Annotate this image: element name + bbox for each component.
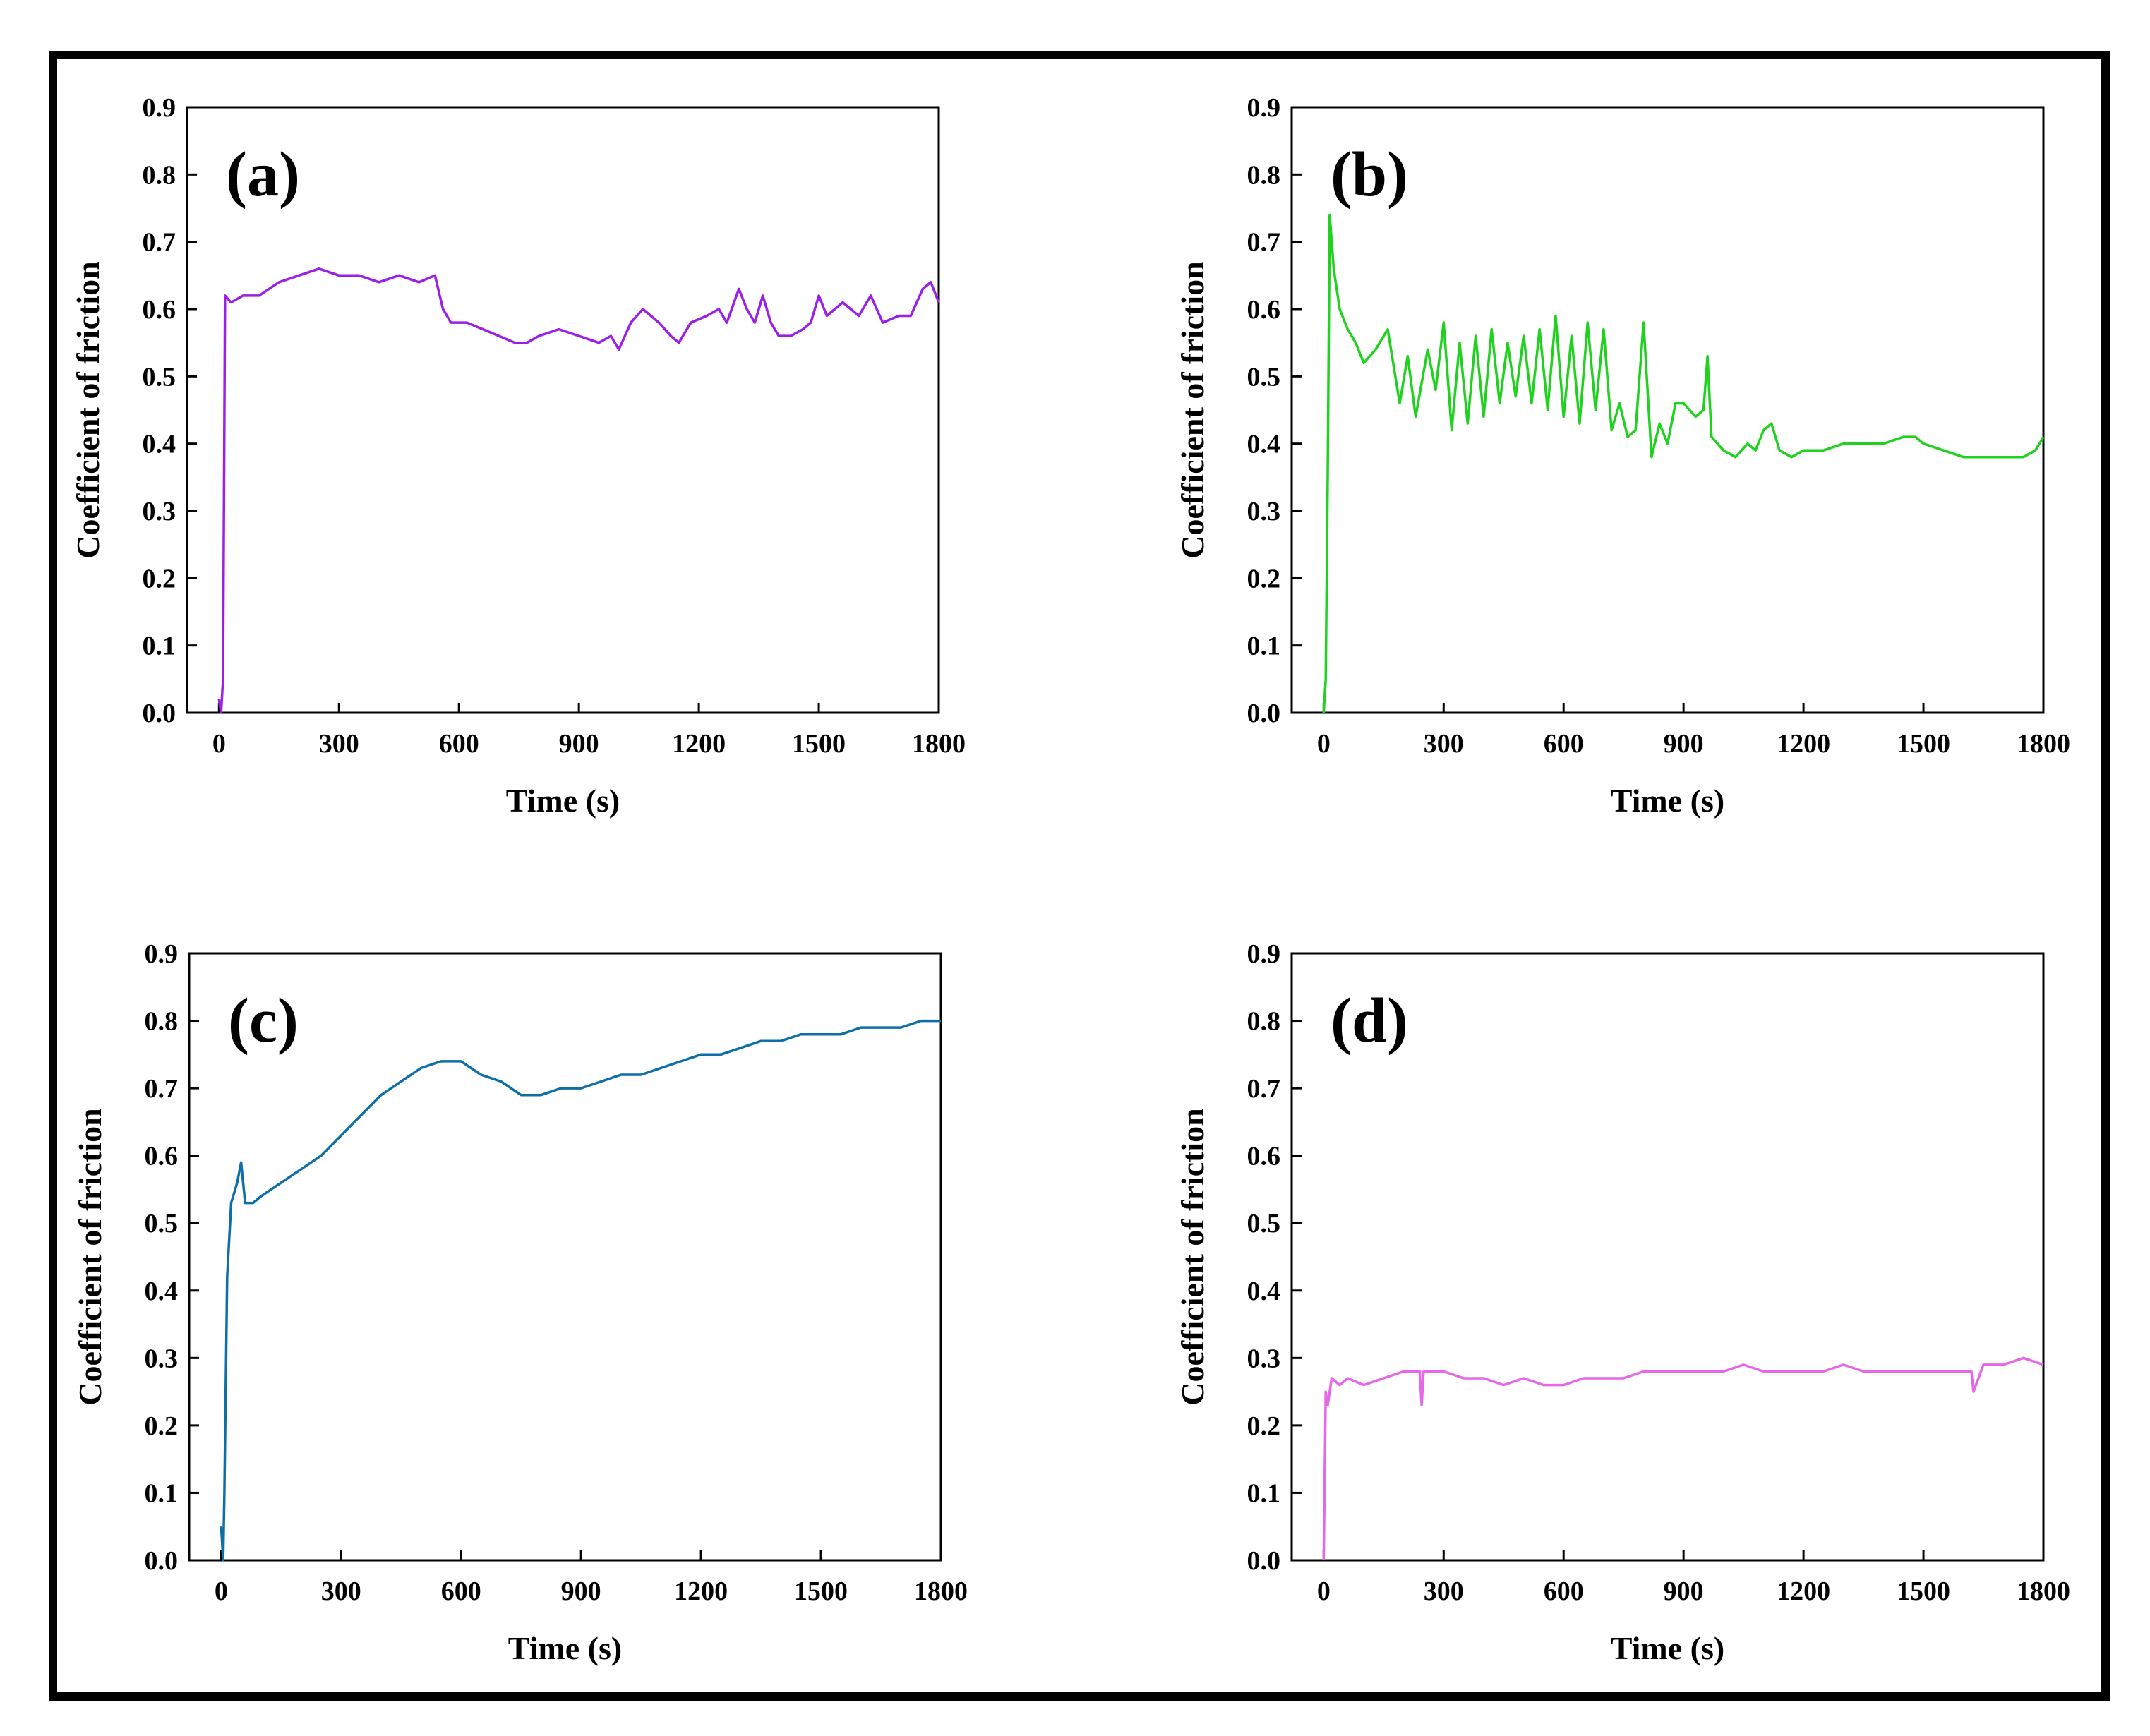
x-tick-label: 600: [441, 1577, 481, 1606]
y-tick-label: 0.8: [1247, 1007, 1281, 1037]
x-tick-label: 1800: [2017, 1577, 2070, 1606]
series-line: [220, 1019, 941, 1562]
x-tick-label: 1200: [1777, 1577, 1830, 1606]
x-tick-label: 0: [1317, 1577, 1331, 1606]
y-tick-label: 0.2: [1247, 564, 1281, 593]
x-tick-label: 0: [1317, 729, 1331, 759]
x-tick-label: 600: [1544, 729, 1584, 759]
y-tick-label: 0.5: [1247, 362, 1281, 392]
y-tick-label: 0.7: [143, 228, 176, 258]
x-tick-label: 1800: [912, 729, 966, 759]
y-tick-label: 0.6: [143, 295, 176, 325]
panel-3: 0.0 0.1 0.2 0.3 0.4 0.5 0.6 0.7 0.8 0.9 0 300 600 900…: [72, 939, 968, 1666]
y-tick-label: 0.7: [145, 1074, 179, 1104]
y-tick-label: 0.1: [145, 1478, 179, 1508]
y-tick-label: 0.3: [143, 497, 176, 526]
x-tick-label: 1200: [674, 1577, 728, 1606]
plot-frame: [188, 952, 942, 1562]
x-axis-title: Time (s): [1611, 1630, 1724, 1666]
x-tick-label: 1200: [1777, 729, 1830, 759]
y-tick-label: 0.4: [1247, 430, 1281, 459]
panel-label: (a): [226, 140, 300, 210]
y-tick-label: 0.1: [143, 632, 176, 661]
y-tick-label: 0.0: [1247, 699, 1281, 728]
series-line: [217, 267, 940, 714]
y-axis-title: Coefficient of friction: [72, 1108, 108, 1406]
series-line: [1322, 1356, 2044, 1561]
y-tick-label: 0.9: [145, 939, 179, 969]
y-axis-title: Coefficient of friction: [1175, 261, 1211, 559]
x-tick-label: 0: [212, 729, 226, 759]
x-tick-label: 300: [1424, 1577, 1464, 1606]
y-tick-label: 0.1: [1247, 1478, 1281, 1508]
y-tick-label: 0.6: [145, 1142, 179, 1171]
y-axis-title: Coefficient of friction: [70, 261, 106, 559]
y-tick-label: 0.2: [145, 1411, 179, 1441]
x-axis-title: Time (s): [1611, 783, 1724, 819]
panel-4: 0.0 0.1 0.2 0.3 0.4 0.5 0.6 0.7 0.8 0.9 0 300 600 900…: [1175, 939, 2070, 1666]
y-tick-label: 0.8: [1247, 160, 1281, 190]
y-tick-label: 0.6: [1247, 1142, 1281, 1171]
y-tick-label: 0.5: [145, 1209, 179, 1238]
y-tick-label: 0.7: [1247, 1074, 1281, 1104]
y-tick-label: 0.2: [1247, 1411, 1281, 1441]
y-tick-label: 0.5: [143, 362, 176, 392]
y-tick-label: 0.3: [145, 1344, 179, 1373]
y-tick-label: 0.1: [1247, 632, 1281, 661]
x-tick-label: 1500: [1897, 729, 1950, 759]
y-tick-label: 0.4: [143, 430, 176, 459]
y-tick-label: 0.0: [143, 699, 176, 728]
x-tick-label: 300: [1424, 729, 1464, 759]
y-tick-label: 0.8: [143, 160, 176, 190]
panel-label: (d): [1331, 986, 1408, 1056]
y-tick-label: 0.9: [143, 93, 176, 123]
x-tick-label: 1800: [2017, 729, 2070, 759]
y-tick-label: 0.4: [145, 1277, 179, 1306]
x-tick-label: 300: [321, 1577, 361, 1606]
x-tick-label: 900: [1664, 1577, 1704, 1606]
panel-label: (c): [228, 986, 299, 1056]
panel-label: (b): [1331, 140, 1408, 210]
panel-1: 0.0 0.1 0.2 0.3 0.4 0.5 0.6 0.7 0.8 0.9 0 300 600 900…: [70, 93, 966, 819]
y-tick-label: 0.0: [1247, 1546, 1281, 1576]
x-tick-label: 600: [439, 729, 479, 759]
x-tick-label: 900: [561, 1577, 601, 1606]
panel-2: 0.0 0.1 0.2 0.3 0.4 0.5 0.6 0.7 0.8 0.9 0 300 600 900…: [1175, 93, 2070, 819]
plot-frame: [186, 106, 940, 714]
y-tick-label: 0.0: [145, 1546, 179, 1576]
y-tick-label: 0.5: [1247, 1209, 1281, 1238]
x-tick-label: 300: [319, 729, 359, 759]
y-tick-label: 0.2: [143, 564, 176, 593]
y-tick-label: 0.7: [1247, 228, 1281, 258]
series-line: [1322, 213, 2045, 713]
y-axis-title: Coefficient of friction: [1175, 1108, 1211, 1406]
y-tick-label: 0.9: [1247, 939, 1281, 969]
x-axis-title: Time (s): [506, 783, 620, 819]
y-tick-label: 0.9: [1247, 93, 1281, 123]
plot-frame: [1290, 106, 2045, 714]
x-axis-title: Time (s): [508, 1630, 622, 1666]
figure-border: [49, 51, 2110, 1701]
x-tick-label: 1200: [672, 729, 726, 759]
plot-frame: [1290, 952, 2045, 1562]
panels: 0.0 0.1 0.2 0.3 0.4 0.5 0.6 0.7 0.8 0.9 0 300 600 900…: [70, 93, 2070, 1666]
y-tick-label: 0.6: [1247, 295, 1281, 325]
y-tick-label: 0.4: [1247, 1277, 1281, 1306]
x-tick-label: 1500: [794, 1577, 848, 1606]
x-tick-label: 1500: [1897, 1577, 1950, 1606]
x-tick-label: 600: [1544, 1577, 1584, 1606]
y-tick-label: 0.3: [1247, 497, 1281, 526]
y-tick-label: 0.3: [1247, 1344, 1281, 1373]
y-tick-label: 0.8: [145, 1007, 179, 1037]
x-tick-label: 900: [559, 729, 599, 759]
x-tick-label: 1500: [792, 729, 846, 759]
x-tick-label: 900: [1664, 729, 1704, 759]
x-tick-label: 0: [215, 1577, 228, 1606]
x-tick-label: 1800: [914, 1577, 968, 1606]
